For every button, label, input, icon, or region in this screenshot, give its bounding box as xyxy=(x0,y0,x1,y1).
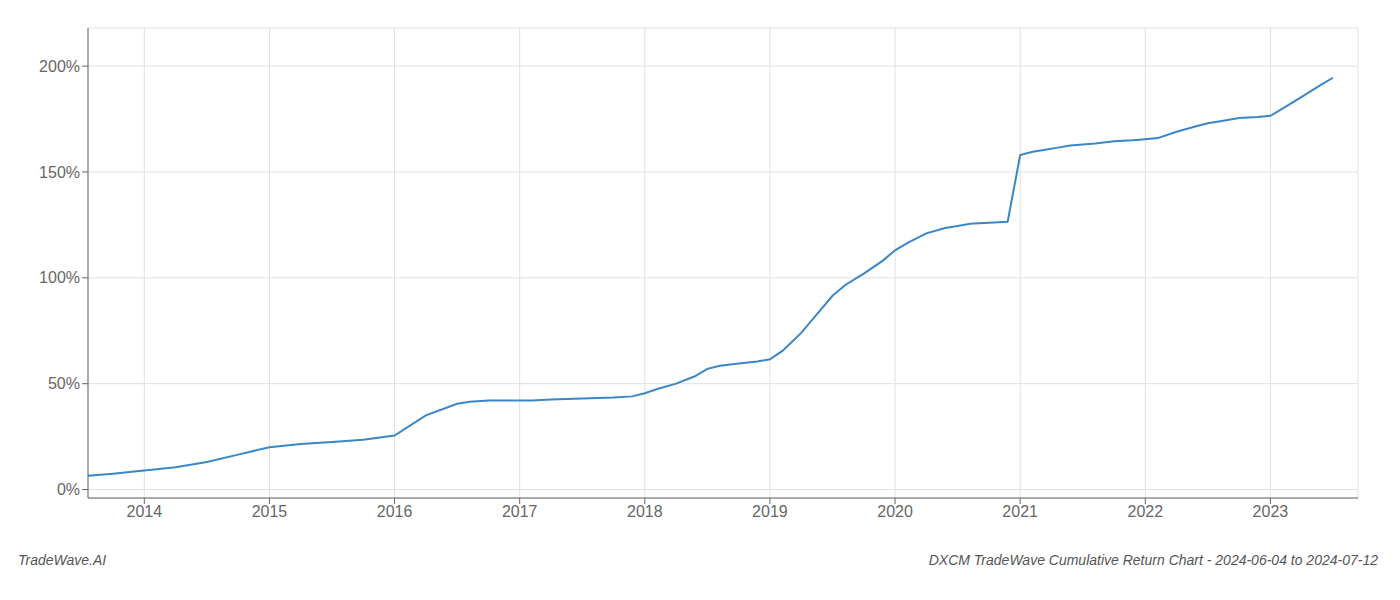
html-text:TradeWave.AI: TradeWave.AI xyxy=(18,552,107,568)
svg-text:150%: 150% xyxy=(39,164,80,181)
svg-text:2019: 2019 xyxy=(752,503,788,520)
svg-text:2014: 2014 xyxy=(127,503,163,520)
svg-text:2021: 2021 xyxy=(1002,503,1038,520)
svg-text:50%: 50% xyxy=(48,375,80,392)
svg-text:2016: 2016 xyxy=(377,503,413,520)
svg-text:2023: 2023 xyxy=(1253,503,1289,520)
svg-text:2020: 2020 xyxy=(877,503,913,520)
svg-text:100%: 100% xyxy=(39,269,80,286)
html-text:DXCM TradeWave Cumulative Retu: DXCM TradeWave Cumulative Return Chart -… xyxy=(928,552,1378,568)
svg-text:2022: 2022 xyxy=(1127,503,1163,520)
svg-text:0%: 0% xyxy=(57,481,80,498)
svg-text:200%: 200% xyxy=(39,58,80,75)
svg-text:2015: 2015 xyxy=(252,503,288,520)
svg-text:2017: 2017 xyxy=(502,503,538,520)
svg-text:2018: 2018 xyxy=(627,503,663,520)
